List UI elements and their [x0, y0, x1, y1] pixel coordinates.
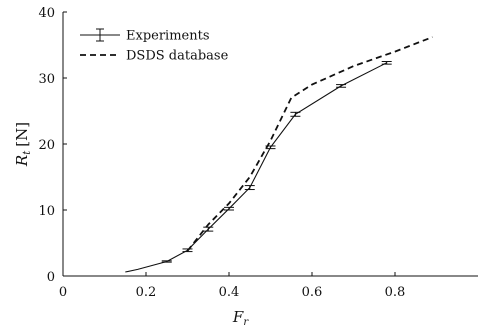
- x-axis-label-main: F: [232, 308, 244, 326]
- dsds-series-line: [186, 36, 433, 252]
- y-tick-label: 30: [38, 72, 55, 87]
- experiments-errorbar: [224, 206, 234, 211]
- experiments-errorbar: [161, 260, 172, 263]
- axis-labels: Fr Rt [N]: [13, 122, 249, 328]
- series-layer: [125, 36, 433, 273]
- x-axis-label-sub: r: [243, 317, 249, 328]
- x-tick-label: 0.2: [136, 285, 157, 300]
- experiments-series-line: [125, 62, 387, 273]
- y-tick-label: 10: [38, 204, 55, 219]
- experiments-errorbar: [244, 185, 255, 191]
- legend: Experiments DSDS database: [80, 28, 229, 64]
- experiments-errorbar: [203, 226, 214, 232]
- y-axis-label: Rt [N]: [13, 122, 33, 167]
- legend-item: DSDS database: [80, 49, 229, 64]
- y-tick-label: 40: [38, 6, 55, 21]
- ticks: 0 0.2 0.4 0.6 0.8 0 10 20 30 40: [38, 6, 405, 300]
- legend-item: Experiments: [80, 28, 210, 44]
- x-tick-label: 0.8: [385, 285, 406, 300]
- experiments-errorbar: [336, 84, 347, 88]
- x-tick-label: 0.6: [302, 285, 323, 300]
- x-tick-label: 0: [59, 285, 67, 300]
- y-axis-label-main: R: [13, 155, 31, 167]
- x-tick-label: 0.4: [219, 285, 240, 300]
- y-axis-label-unit: [N]: [13, 122, 31, 147]
- y-axis-label-sub: t: [22, 150, 33, 155]
- x-axis-label: Fr: [232, 308, 249, 328]
- y-tick-label: 20: [38, 138, 55, 153]
- legend-label: Experiments: [126, 29, 210, 44]
- y-tick-label: 0: [47, 270, 55, 285]
- legend-label: DSDS database: [126, 49, 229, 64]
- experiments-errorbar: [381, 61, 392, 65]
- experiments-errorbar: [290, 111, 301, 117]
